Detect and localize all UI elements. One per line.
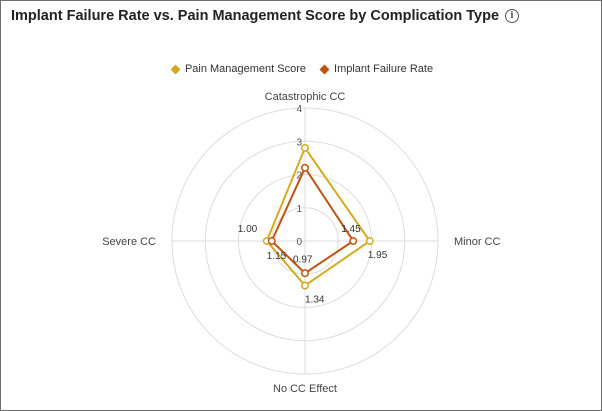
data-point xyxy=(365,237,374,245)
radial-tick-label: 2 xyxy=(296,171,302,182)
legend-label: Implant Failure Rate xyxy=(334,63,434,75)
data-point xyxy=(349,237,358,245)
title-row: Implant Failure Rate vs. Pain Management… xyxy=(11,8,520,24)
radial-tick-label: 3 xyxy=(296,137,302,148)
data-point xyxy=(301,143,309,152)
category-label: Severe CC xyxy=(102,236,156,248)
data-label: 1.00 xyxy=(238,224,258,235)
radial-tick-label: 1 xyxy=(296,204,302,215)
radial-tick-label: 0 xyxy=(296,237,302,248)
chart-legend: Pain Management Score Implant Failure Ra… xyxy=(1,63,602,75)
data-point xyxy=(301,281,309,290)
data-label: 1.95 xyxy=(368,250,388,261)
category-label: Catastrophic CC xyxy=(265,91,346,103)
info-icon[interactable]: i xyxy=(505,9,520,23)
data-label: 1.34 xyxy=(305,295,325,306)
data-point xyxy=(301,269,309,278)
legend-label: Pain Management Score xyxy=(184,63,307,75)
legend-item-implant-failure-rate[interactable]: Implant Failure Rate xyxy=(319,63,434,75)
data-label: 1.15 xyxy=(267,251,287,262)
category-label: Minor CC xyxy=(454,236,501,248)
radial-tick-label: 4 xyxy=(296,104,302,115)
category-label: No CC Effect xyxy=(273,383,337,395)
data-point xyxy=(267,237,276,245)
data-label: 1.45 xyxy=(341,224,361,235)
data-label: 0.97 xyxy=(293,254,313,265)
legend-item-pain-management-score[interactable]: Pain Management Score xyxy=(170,63,307,75)
data-point xyxy=(301,163,309,172)
chart-title: Implant Failure Rate vs. Pain Management… xyxy=(11,8,500,24)
